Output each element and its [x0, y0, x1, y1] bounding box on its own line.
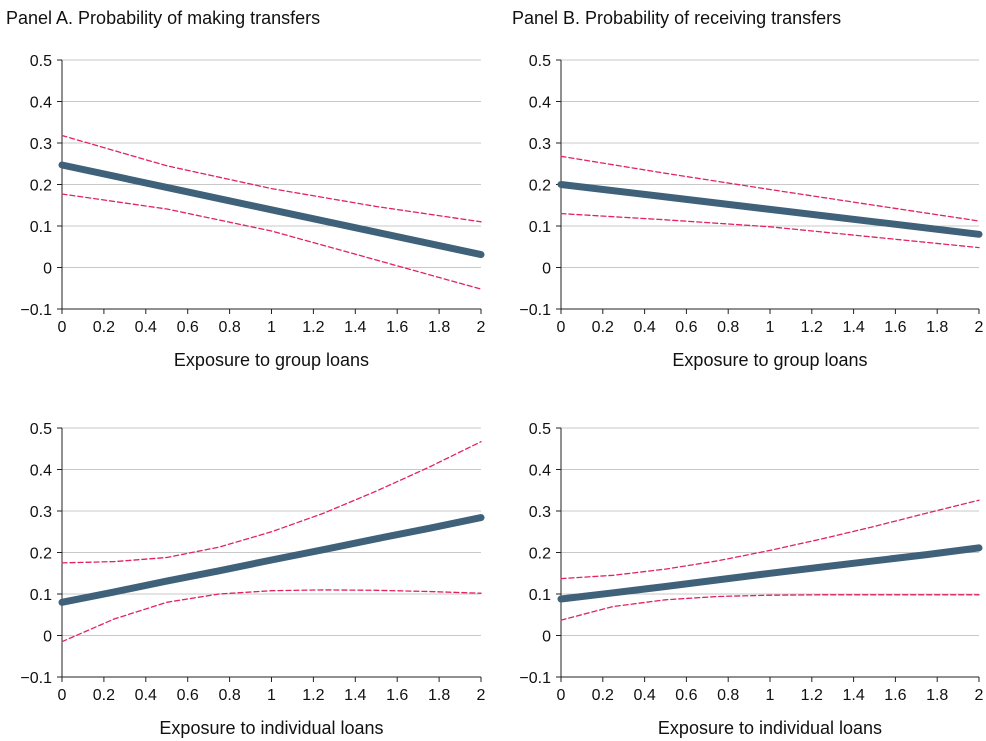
- x-tick-label: 1.8: [428, 687, 450, 704]
- y-tick-label: 0.1: [30, 587, 52, 604]
- x-tick-label: 0.6: [177, 319, 199, 336]
- y-tick-label: 0.2: [529, 546, 551, 563]
- y-tick-label: 0.3: [529, 504, 551, 521]
- x-tick-label: 0.4: [135, 687, 157, 704]
- x-tick-label: 1.4: [344, 687, 366, 704]
- x-tick-label: 0: [557, 687, 566, 704]
- panel-b-title: Panel B. Probability of receiving transf…: [512, 8, 842, 28]
- x-tick-label: 1.6: [386, 319, 408, 336]
- x-tick-label: 2: [477, 319, 486, 336]
- y-tick-label: 0.4: [529, 463, 551, 480]
- x-tick-label: 1: [267, 687, 276, 704]
- x-axis-title: Exposure to group loans: [672, 350, 867, 370]
- x-tick-label: 0: [58, 319, 67, 336]
- x-tick-label: 1.8: [926, 319, 948, 336]
- x-tick-label: 0: [557, 319, 566, 336]
- ci-upper-line: [560, 499, 980, 580]
- y-tick-label: 0.3: [529, 136, 551, 153]
- x-tick-label: 1.2: [302, 319, 324, 336]
- y-tick-label: 0.5: [529, 421, 551, 438]
- estimate-line: [557, 544, 983, 603]
- x-tick-label: 0.6: [675, 687, 697, 704]
- x-tick-label: 2: [477, 687, 486, 704]
- y-tick-label: 0.2: [30, 178, 52, 195]
- y-tick-label: 0.3: [30, 504, 52, 521]
- y-tick-label: 0.4: [30, 463, 52, 480]
- estimate-line: [58, 161, 485, 259]
- y-tick-label: 0: [43, 629, 52, 646]
- x-tick-label: 0.8: [717, 319, 739, 336]
- x-tick-label: 0.8: [218, 319, 240, 336]
- x-tick-label: 1.6: [884, 319, 906, 336]
- x-tick-label: 1.6: [884, 687, 906, 704]
- panel-a-title: Panel A. Probability of making transfers: [6, 8, 321, 28]
- y-tick-label: 0.5: [30, 421, 52, 438]
- x-tick-label: 1.2: [302, 687, 324, 704]
- x-tick-label: 1.8: [926, 687, 948, 704]
- y-tick-label: 0.1: [529, 587, 551, 604]
- x-tick-label: 0.4: [633, 319, 655, 336]
- x-axis-title: Exposure to individual loans: [658, 718, 882, 738]
- y-tick-label: −0.1: [20, 670, 52, 687]
- y-tick-label: 0.4: [30, 95, 52, 112]
- x-tick-label: 0.2: [592, 687, 614, 704]
- estimate-line: [557, 181, 983, 238]
- ci-lower-line: [560, 594, 980, 621]
- x-tick-label: 0: [58, 687, 67, 704]
- x-tick-label: 0.6: [675, 319, 697, 336]
- y-tick-label: 0.5: [529, 53, 551, 70]
- y-tick-label: 0: [542, 261, 551, 278]
- x-tick-label: 0.8: [717, 687, 739, 704]
- x-tick-label: 0.8: [218, 687, 240, 704]
- y-tick-label: 0.3: [30, 136, 52, 153]
- estimate-line: [58, 514, 485, 606]
- x-axis-title: Exposure to group loans: [174, 350, 369, 370]
- x-tick-label: 1.4: [842, 687, 864, 704]
- x-axis-title: Exposure to individual loans: [159, 718, 383, 738]
- x-tick-label: 1.8: [428, 319, 450, 336]
- x-tick-label: 1.2: [801, 687, 823, 704]
- y-tick-label: 0.2: [529, 178, 551, 195]
- y-tick-label: 0.2: [30, 546, 52, 563]
- x-tick-label: 1: [766, 687, 775, 704]
- ci-lower-line: [61, 589, 482, 643]
- x-tick-label: 1: [267, 319, 276, 336]
- y-tick-label: −0.1: [519, 670, 551, 687]
- panel-a-bottom-chart: −0.1 0 0.1 0.2 0.3 0.4 0.5 0 0.2 0.4 0.6 0.8 1 1.2 1.4…: [20, 421, 485, 738]
- y-tick-label: 0.4: [529, 95, 551, 112]
- x-tick-label: 1.4: [842, 319, 864, 336]
- panel-a-top-chart: −0.1 0 0.1 0.2 0.3 0.4 0.5 0 0.2 0.4 0.6 0.8 1 1.2 1.4…: [20, 53, 485, 370]
- y-tick-label: 0.1: [30, 219, 52, 236]
- x-tick-label: 2: [975, 687, 984, 704]
- y-tick-label: 0: [542, 629, 551, 646]
- x-tick-label: 1.2: [801, 319, 823, 336]
- ci-lower-line: [61, 193, 482, 290]
- ci-upper-line: [61, 134, 482, 223]
- y-tick-label: −0.1: [519, 302, 551, 319]
- panel-b-top-chart: −0.1 0 0.1 0.2 0.3 0.4 0.5 0 0.2 0.4 0.6 0.8 1 1.2 1.4…: [519, 53, 983, 370]
- x-tick-label: 0.4: [633, 687, 655, 704]
- ci-lower-line: [560, 212, 980, 249]
- y-tick-label: 0: [43, 261, 52, 278]
- panel-b-bottom-chart: −0.1 0 0.1 0.2 0.3 0.4 0.5 0 0.2 0.4 0.6 0.8 1 1.2 1.4…: [519, 421, 983, 738]
- x-tick-label: 2: [975, 319, 984, 336]
- x-tick-label: 1.4: [344, 319, 366, 336]
- x-tick-label: 1.6: [386, 687, 408, 704]
- x-tick-label: 0.2: [592, 319, 614, 336]
- x-tick-label: 0.4: [135, 319, 157, 336]
- x-tick-label: 0.2: [93, 687, 115, 704]
- y-tick-label: 0.1: [529, 219, 551, 236]
- y-tick-label: −0.1: [20, 302, 52, 319]
- y-tick-label: 0.5: [30, 53, 52, 70]
- x-tick-label: 1: [766, 319, 775, 336]
- x-tick-label: 0.6: [177, 687, 199, 704]
- x-tick-label: 0.2: [93, 319, 115, 336]
- ci-upper-line: [560, 155, 980, 222]
- ci-upper-line: [61, 441, 482, 564]
